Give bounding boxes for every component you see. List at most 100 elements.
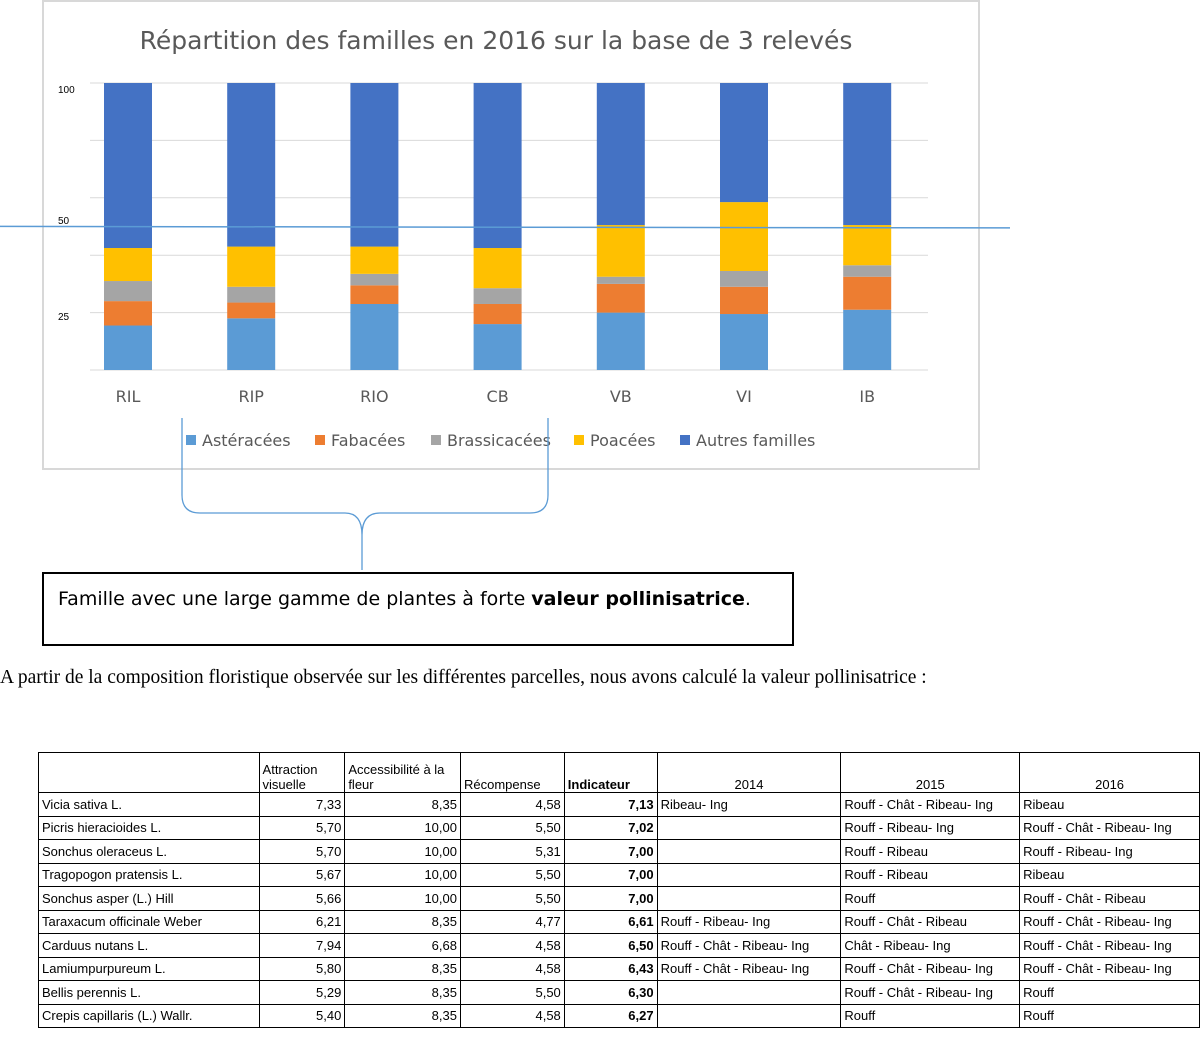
bar-segment <box>350 285 399 304</box>
cell-indicateur: 6,30 <box>563 980 658 1005</box>
bar-segment <box>227 318 276 370</box>
cell-y2015: Rouff <box>840 1003 1021 1028</box>
header-2015: 2015 <box>840 752 1021 793</box>
callout-box: Famille avec une large gamme de plantes … <box>42 572 794 646</box>
legend-label: Astéracées <box>202 431 291 450</box>
cell-recompense: 5,50 <box>459 980 565 1005</box>
x-tick-label: VB <box>610 387 632 406</box>
cell-accessibilite: 10,00 <box>344 862 461 887</box>
bar-segment <box>104 248 152 282</box>
cell-accessibilite: 8,35 <box>344 909 461 934</box>
cell-attraction: 5,70 <box>258 839 346 864</box>
legend-swatch <box>574 435 584 445</box>
cell-species: Picris hieracioides L. <box>38 815 260 840</box>
cell-recompense: 4,58 <box>459 792 565 817</box>
cell-indicateur: 7,02 <box>563 815 658 840</box>
cell-attraction: 7,33 <box>258 792 346 817</box>
cell-accessibilite: 8,35 <box>344 956 461 981</box>
cell-accessibilite: 6,68 <box>344 933 461 958</box>
x-tick-label: RIO <box>360 387 388 406</box>
cell-species: Vicia sativa L. <box>38 792 260 817</box>
header-2016: 2016 <box>1019 752 1200 793</box>
cell-attraction: 5,66 <box>258 886 346 911</box>
cell-species: Sonchus oleraceus L. <box>38 839 260 864</box>
bar-segment <box>350 273 399 286</box>
cell-y2015: Rouff - Chât - Ribeau- Ing <box>840 792 1021 817</box>
cell-species: Tragopogon pratensis L. <box>38 862 260 887</box>
bar-segment <box>596 276 645 284</box>
cell-y2015: Chât - Ribeau- Ing <box>840 933 1021 958</box>
header-recompense: Récompense <box>459 752 565 793</box>
bar-segment <box>843 83 892 226</box>
table-row: Crepis capillaris (L.) Wallr. 5,40 8,35 4,5… <box>38 1003 1200 1028</box>
legend-swatch <box>186 435 196 445</box>
cell-species: Taraxacum officinale Weber <box>38 909 260 934</box>
bar-segment <box>473 288 522 304</box>
cell-attraction: 5,29 <box>258 980 346 1005</box>
cell-recompense: 5,50 <box>459 886 565 911</box>
cell-y2015: Rouff - Chât - Ribeau- Ing <box>840 956 1021 981</box>
pollination-table: Attraction visuelle Accessibilité à la f… <box>38 752 1200 1028</box>
x-tick-label: IB <box>859 387 875 406</box>
header-attraction: Attraction visuelle <box>258 752 346 793</box>
legend-swatch <box>315 435 325 445</box>
cell-y2016: Rouff - Chât - Ribeau- Ing <box>1019 815 1200 840</box>
cell-indicateur: 6,50 <box>563 933 658 958</box>
header-2014: 2014 <box>656 752 842 793</box>
cell-indicateur: 7,00 <box>563 886 658 911</box>
cell-y2016: Rouff <box>1019 1003 1200 1028</box>
cell-attraction: 5,80 <box>258 956 346 981</box>
cell-species: Crepis capillaris (L.) Wallr. <box>38 1003 260 1028</box>
cell-indicateur: 6,43 <box>563 956 658 981</box>
cell-attraction: 6,21 <box>258 909 346 934</box>
chart-bars <box>104 83 892 370</box>
bar-segment <box>104 325 152 370</box>
cell-species: Sonchus asper (L.) Hill <box>38 886 260 911</box>
bar-segment <box>720 202 768 271</box>
cell-attraction: 7,94 <box>258 933 346 958</box>
bar-segment <box>104 281 152 302</box>
bar-segment <box>596 312 645 370</box>
cell-y2015: Rouff - Chât - Ribeau <box>840 909 1021 934</box>
table-row: Lamiumpurpureum L. 5,80 8,35 4,58 6,43 Rouff … <box>38 956 1200 981</box>
bar-segment <box>596 83 645 226</box>
cell-y2015: Rouff <box>840 886 1021 911</box>
x-tick-label: RIP <box>238 387 264 406</box>
table-row: Carduus nutans L. 7,94 6,68 4,58 6,50 Rouff -… <box>38 933 1200 958</box>
cell-recompense: 5,31 <box>459 839 565 864</box>
cell-y2014 <box>656 839 842 864</box>
cell-recompense: 5,50 <box>459 862 565 887</box>
bar-segment <box>596 225 645 277</box>
cell-recompense: 4,77 <box>459 909 565 934</box>
cell-y2015: Rouff - Ribeau- Ing <box>840 815 1021 840</box>
bar-segment <box>843 309 892 370</box>
cell-accessibilite: 10,00 <box>344 886 461 911</box>
cell-indicateur: 7,00 <box>563 839 658 864</box>
legend-swatch <box>431 435 441 445</box>
bar-segment <box>350 246 399 274</box>
cell-species: Carduus nutans L. <box>38 933 260 958</box>
cell-species: Lamiumpurpureum L. <box>38 956 260 981</box>
cell-indicateur: 7,00 <box>563 862 658 887</box>
legend-label: Brassicacées <box>447 431 551 450</box>
x-tick-label: CB <box>487 387 509 406</box>
cell-y2014 <box>656 862 842 887</box>
x-axis: RIL RIP RIO CB VB VI IB <box>116 387 875 406</box>
bracket-connector <box>181 418 549 570</box>
bar-segment <box>227 83 276 247</box>
cell-y2015: Rouff - Ribeau <box>840 839 1021 864</box>
table-row: Vicia sativa L. 7,33 8,35 4,58 7,13 Ribeau- I… <box>38 792 1200 817</box>
bar-segment <box>473 248 522 289</box>
cell-indicateur: 7,13 <box>563 792 658 817</box>
cell-attraction: 5,67 <box>258 862 346 887</box>
cell-accessibilite: 10,00 <box>344 839 461 864</box>
y-axis: 100 50 25 <box>58 85 75 323</box>
table-row: Bellis perennis L. 5,29 8,35 5,50 6,30 Rouff … <box>38 980 1200 1005</box>
cell-y2016: Rouff - Ribeau- Ing <box>1019 839 1200 864</box>
cell-y2014 <box>656 980 842 1005</box>
bar-segment <box>596 283 645 313</box>
cell-recompense: 4,58 <box>459 933 565 958</box>
callout-end: . <box>744 588 751 610</box>
cell-accessibilite: 8,35 <box>344 1003 461 1028</box>
bar-segment <box>227 246 276 287</box>
